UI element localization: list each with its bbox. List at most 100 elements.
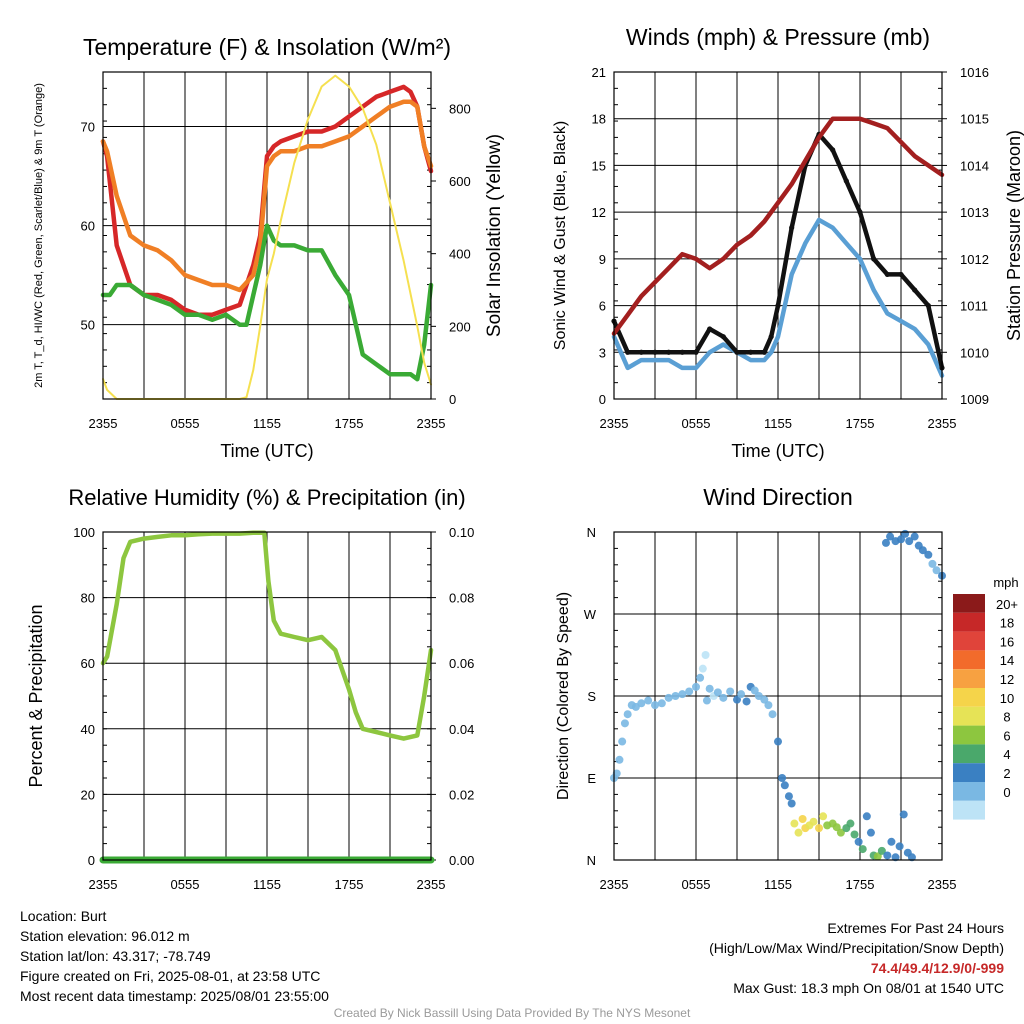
direction-point [846,819,855,828]
y-tick-label: 50 [81,318,95,333]
y-tick-label: E [587,771,596,786]
direction-point [733,695,741,704]
recent-timestamp: Most recent data timestamp: 2025/08/01 2… [20,988,329,1004]
direction-point [726,687,735,696]
y-axis-label: Direction (Colored By Speed) [555,592,572,800]
direction-point [651,701,659,710]
y2-tick-label: 0.04 [449,722,474,737]
direction-point [620,719,629,728]
gust-point [707,326,713,332]
x-tick-label: 1755 [846,416,875,431]
x-axis-label: Time (UTC) [220,441,313,461]
y-tick-label: N [587,525,596,540]
legend-swatch [953,800,985,820]
direction-point [615,755,624,764]
direction-point [907,853,916,862]
legend-title: mph [993,575,1018,590]
direction-point [895,842,904,851]
y2-tick-label: 400 [449,247,471,262]
direction-point [664,693,673,702]
y-axis-label: Sonic Wind & Gust (Blue, Black) [552,121,569,350]
y2-tick-label: 0.00 [449,853,474,868]
direction-point [905,537,914,546]
direction-point [819,812,828,821]
direction-point [897,535,905,544]
x-tick-label: 2355 [600,416,629,431]
legend-swatch [953,763,985,782]
y2-tick-label: 0.02 [449,787,474,802]
y2-tick-label: 1009 [960,392,989,407]
gust-point [720,334,726,340]
direction-point [678,690,687,699]
gust-point [625,349,631,355]
station-location: Location: Burt [20,908,107,924]
x-tick-label: 1155 [764,877,792,892]
y-tick-label: 60 [81,219,95,234]
y2-tick-label: 1013 [960,205,989,220]
y-tick-label: 100 [73,525,95,540]
y2-tick-label: 1012 [960,252,989,267]
legend-label: 8 [1003,710,1010,725]
extremes-legend: (High/Low/Max Wind/Precipitation/Snow De… [709,940,1004,956]
credit-line: Created By Nick Bassill Using Data Provi… [333,1006,691,1020]
figure-created: Figure created on Fri, 2025-08-01, at 23… [20,968,321,984]
legend-swatch [953,612,985,632]
x-tick-label: 0555 [682,416,711,431]
direction-point [685,687,694,696]
gust-point [843,178,849,184]
series-line-1 [100,84,434,318]
direction-point [742,697,751,706]
y-axis-label: Percent & Precipitation [26,604,46,787]
legend-swatch [953,631,985,651]
y-tick-label: 0 [88,853,95,868]
direction-point [760,695,769,704]
gust-point [789,225,795,231]
station-info: Location: Burt Station elevation: 96.012… [20,906,329,1006]
chart-title: Wind Direction [703,484,853,510]
direction-point [815,824,823,833]
y2-tick-label: 0.08 [449,591,474,606]
direction-point [873,852,882,861]
direction-point [705,684,714,693]
legend-label: 10 [1000,691,1014,706]
station-latlon: Station lat/lon: 43.317; -78.749 [20,948,211,964]
y2-tick-label: 0.10 [449,525,474,540]
legend-label: 14 [1000,653,1014,668]
x-tick-label: 1155 [253,877,281,892]
chart-title: Relative Humidity (%) & Precipitation (i… [68,485,465,510]
gust-point [925,302,931,309]
direction-point [932,566,941,575]
direction-point [858,845,867,854]
y2-tick-label: 1010 [960,345,989,360]
direction-point [778,774,787,782]
direction-point [910,532,919,541]
direction-point [899,810,908,819]
y2-axis-label: Solar Insolation (Yellow) [484,134,505,337]
gust-point [638,349,644,355]
direction-point [750,686,759,695]
chart-title: Temperature (F) & Insolation (W/m²) [83,34,451,60]
direction-point [623,710,632,719]
gust-point [912,287,918,293]
series-line-1 [100,530,434,741]
chart-panel-3: 0 20 40 60 80 100 0.00 0.02 0.04 0.06 0.08 0.10 2355… [26,485,474,892]
x-tick-label: 1155 [764,416,792,431]
legend-label: 6 [1003,728,1010,743]
direction-point [671,692,680,700]
gust-point [871,256,877,262]
direction-point [881,538,890,547]
legend-swatch [953,744,985,764]
x-tick-label: 1755 [335,877,364,892]
y2-tick-label: 200 [449,319,471,334]
direction-point [698,664,707,673]
legend-label: 4 [1003,747,1010,762]
y-tick-label: N [587,853,596,868]
direction-point [928,559,937,568]
gust-point [768,334,774,340]
extremes-info: Extremes For Past 24 Hours (High/Low/Max… [709,918,1004,998]
direction-point [798,815,807,823]
series-line-3 [100,223,434,382]
extremes-values: 74.4/49.4/12.9/0/-999 [870,960,1004,976]
direction-point [924,550,933,559]
